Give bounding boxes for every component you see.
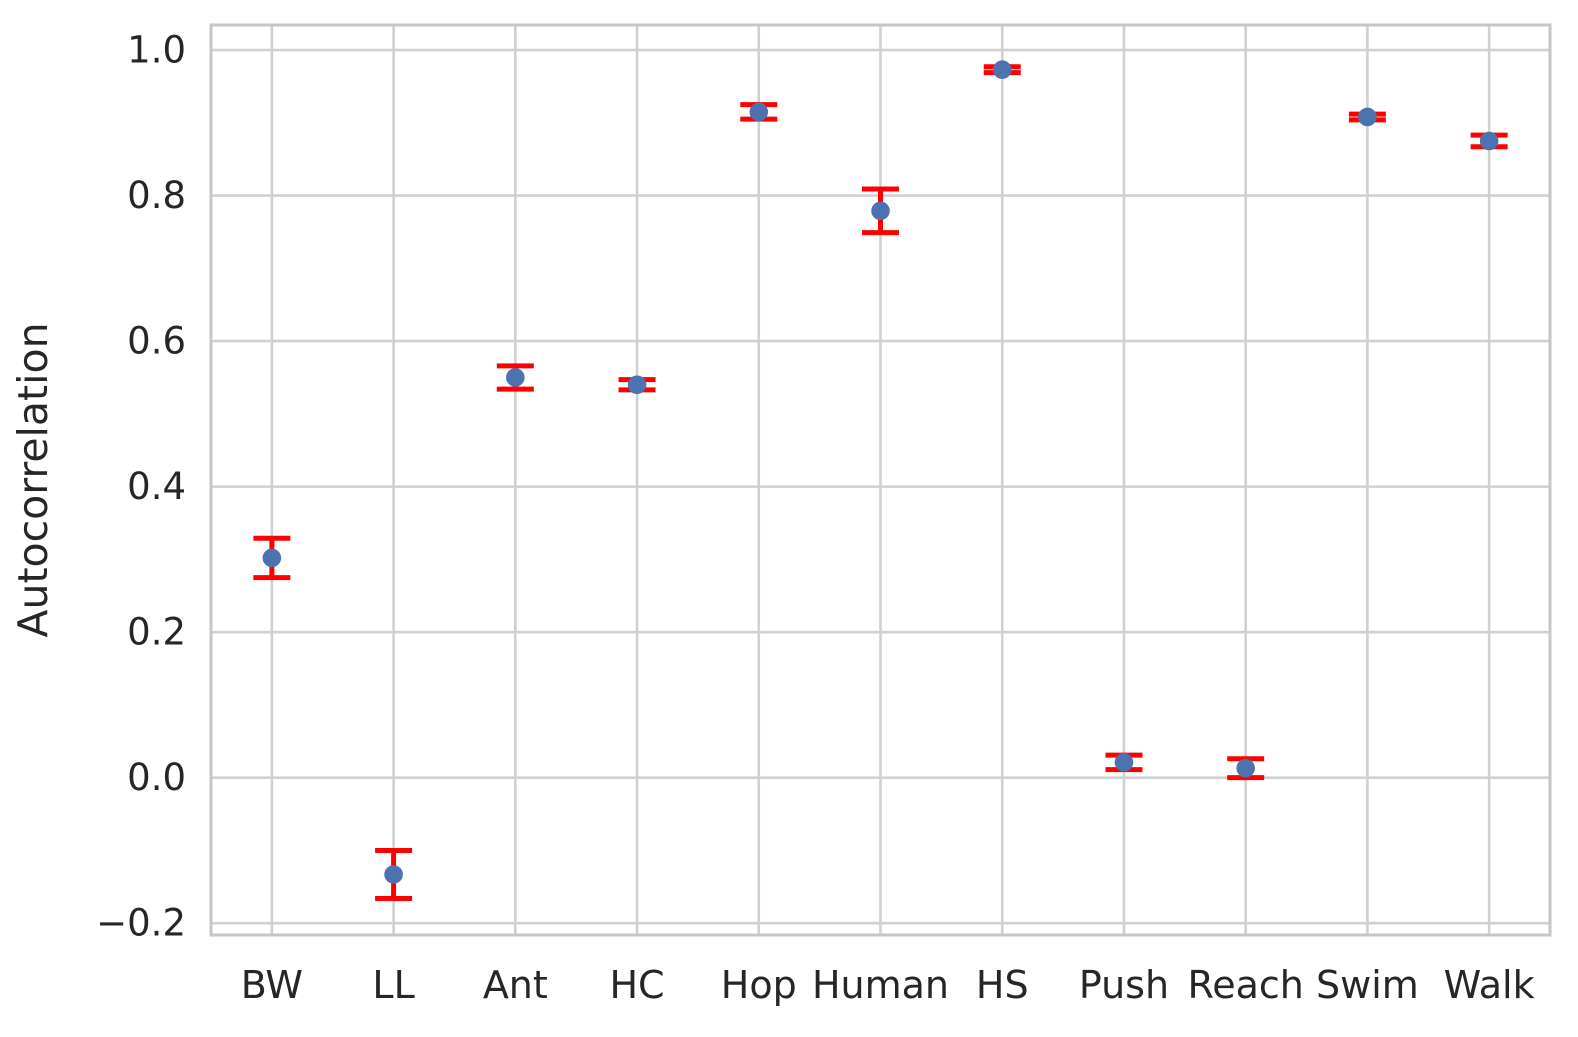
data-point-Walk — [1479, 131, 1499, 151]
x-tick-label-BW: BW — [241, 963, 303, 1007]
x-tick-label-HS: HS — [976, 963, 1029, 1007]
x-tick-label-HC: HC — [609, 963, 664, 1007]
x-tick-label-Walk: Walk — [1444, 963, 1535, 1007]
y-tick-label-0.8: 0.8 — [127, 174, 186, 217]
data-point-LL — [384, 865, 403, 884]
x-tick-label-Hop: Hop — [721, 963, 797, 1007]
y-tick-label-0.4: 0.4 — [127, 465, 186, 508]
tick-labels-layer: 1.0 0.8 0.6 0.4 0.2 0.0 −0.2 BW LL Ant HC Hop Human H… — [96, 29, 1534, 1007]
y-tick-label-0.2: 0.2 — [127, 611, 186, 654]
y-axis-label: Autocorrelation — [9, 322, 57, 637]
x-tick-label-Reach: Reach — [1188, 963, 1304, 1007]
data-points-layer — [262, 60, 1499, 884]
data-point-Hop — [749, 102, 769, 122]
x-tick-label-Ant: Ant — [483, 963, 548, 1007]
data-point-Reach — [1236, 758, 1255, 778]
data-point-Swim — [1358, 107, 1377, 127]
data-point-Human — [871, 201, 890, 221]
data-point-Push — [1114, 753, 1134, 772]
plot-border-layer — [209, 23, 1552, 937]
y-tick-label-0.6: 0.6 — [127, 320, 186, 363]
plot-border — [209, 23, 1552, 937]
y-tick-label-0.0: 0.0 — [127, 756, 186, 799]
data-point-BW — [262, 548, 282, 568]
x-tick-label-Swim: Swim — [1316, 963, 1419, 1007]
x-tick-label-Push: Push — [1079, 963, 1169, 1007]
data-point-Ant — [506, 368, 525, 387]
data-point-HC — [627, 375, 647, 395]
x-tick-label-Human: Human — [812, 963, 949, 1007]
data-point-HS — [992, 60, 1012, 79]
x-tick-label-LL: LL — [372, 963, 414, 1007]
gridlines-layer — [211, 25, 1550, 935]
y-tick-label-−0.2: −0.2 — [96, 902, 186, 945]
y-tick-label-1.0: 1.0 — [127, 29, 186, 72]
